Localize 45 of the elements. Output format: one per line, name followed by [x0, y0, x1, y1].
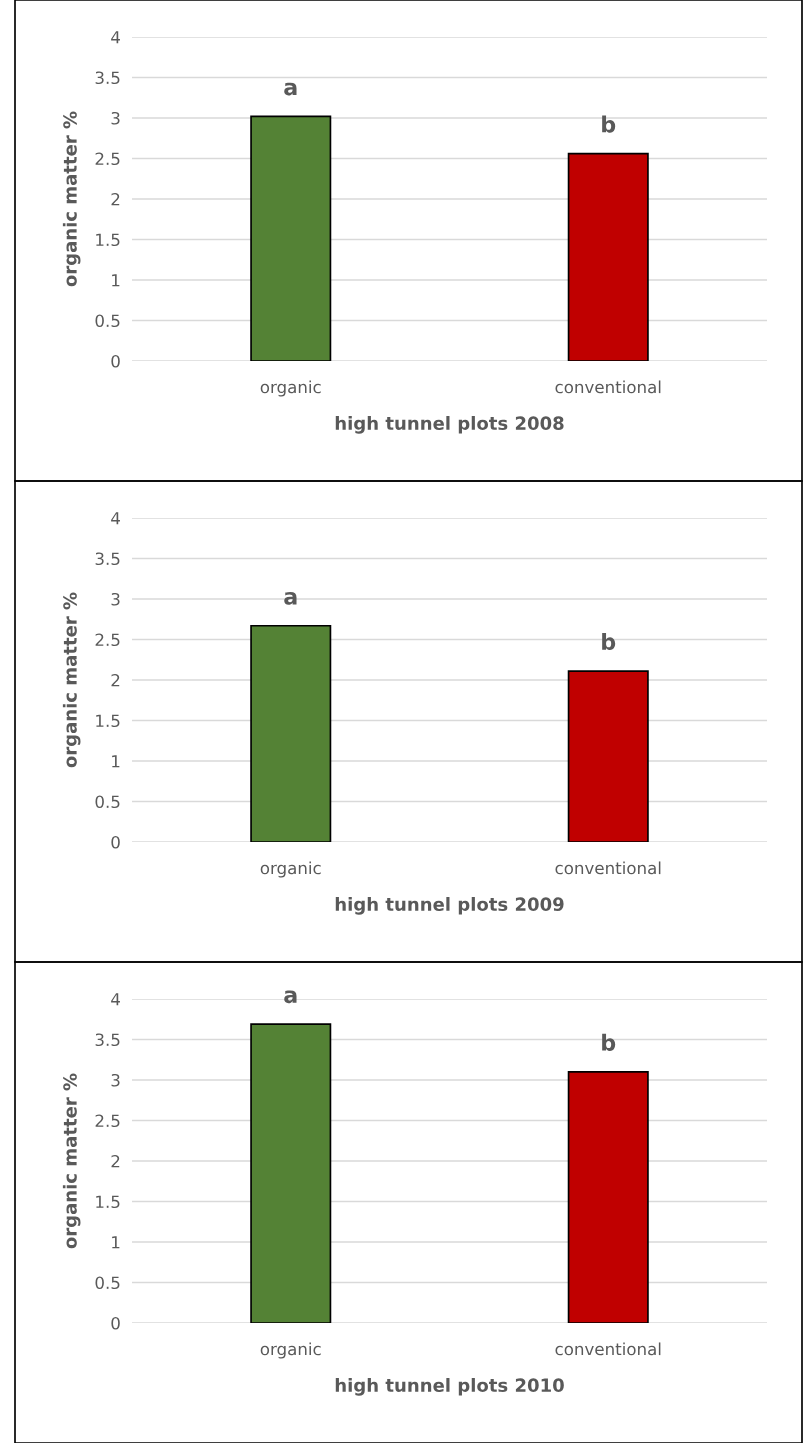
y-tick-label: 4	[111, 512, 120, 525]
y-tick-label: 3	[111, 1073, 120, 1087]
x-tick-label: conventional	[555, 1342, 661, 1356]
y-axis-title: organic matter %	[62, 1073, 81, 1249]
y-tick-label: 1.5	[96, 1195, 120, 1209]
y-tick-label: 4	[111, 993, 120, 1006]
y-tick-label: 3	[111, 592, 120, 606]
y-tick-label: 0.5	[95, 1276, 120, 1290]
y-tick-label: 2	[111, 1154, 120, 1168]
y-tick-label: 2.5	[95, 633, 120, 647]
x-axis-title: high tunnel plots 2008	[335, 416, 564, 434]
x-tick-label: conventional	[555, 380, 661, 394]
y-tick-label: 0.5	[95, 314, 120, 328]
y-tick-label: 0	[111, 354, 120, 368]
x-axis-title: high tunnel plots 2010	[335, 1378, 564, 1396]
y-tick-label: 2	[111, 673, 120, 687]
annotation: b	[602, 632, 616, 651]
y-tick-label: 2.5	[95, 1114, 120, 1128]
y-axis-title: organic matter %	[62, 592, 81, 768]
x-tick-label: organic	[260, 380, 321, 397]
y-tick-label: 1	[112, 1236, 120, 1249]
x-tick-label: conventional	[555, 861, 661, 875]
annotation: a	[284, 82, 297, 96]
y-tick-label: 1.5	[96, 233, 120, 247]
y-axis-title: organic matter %	[62, 111, 81, 287]
y-tick-label: 0.5	[95, 795, 120, 809]
y-tick-label: 2.5	[95, 152, 120, 166]
x-axis-title: high tunnel plots 2009	[335, 897, 564, 915]
annotation: a	[284, 990, 297, 1004]
y-tick-label: 0	[111, 835, 120, 849]
annotation: a	[284, 592, 297, 605]
y-tick-label: 1	[112, 274, 120, 287]
y-tick-label: 1	[112, 755, 120, 768]
x-tick-label: organic	[260, 861, 321, 878]
y-tick-label: 0	[111, 1316, 120, 1330]
y-tick-label: 3.5	[95, 552, 120, 566]
y-tick-label: 3.5	[95, 71, 120, 85]
y-tick-label: 3.5	[95, 1033, 120, 1047]
annotation: b	[602, 115, 616, 133]
y-tick-label: 3	[111, 111, 120, 125]
y-tick-label: 1.5	[96, 714, 120, 728]
x-tick-label: organic	[260, 1342, 321, 1359]
y-tick-label: 4	[111, 31, 120, 44]
y-tick-label: 2	[111, 192, 120, 206]
annotation: b	[602, 1033, 616, 1051]
